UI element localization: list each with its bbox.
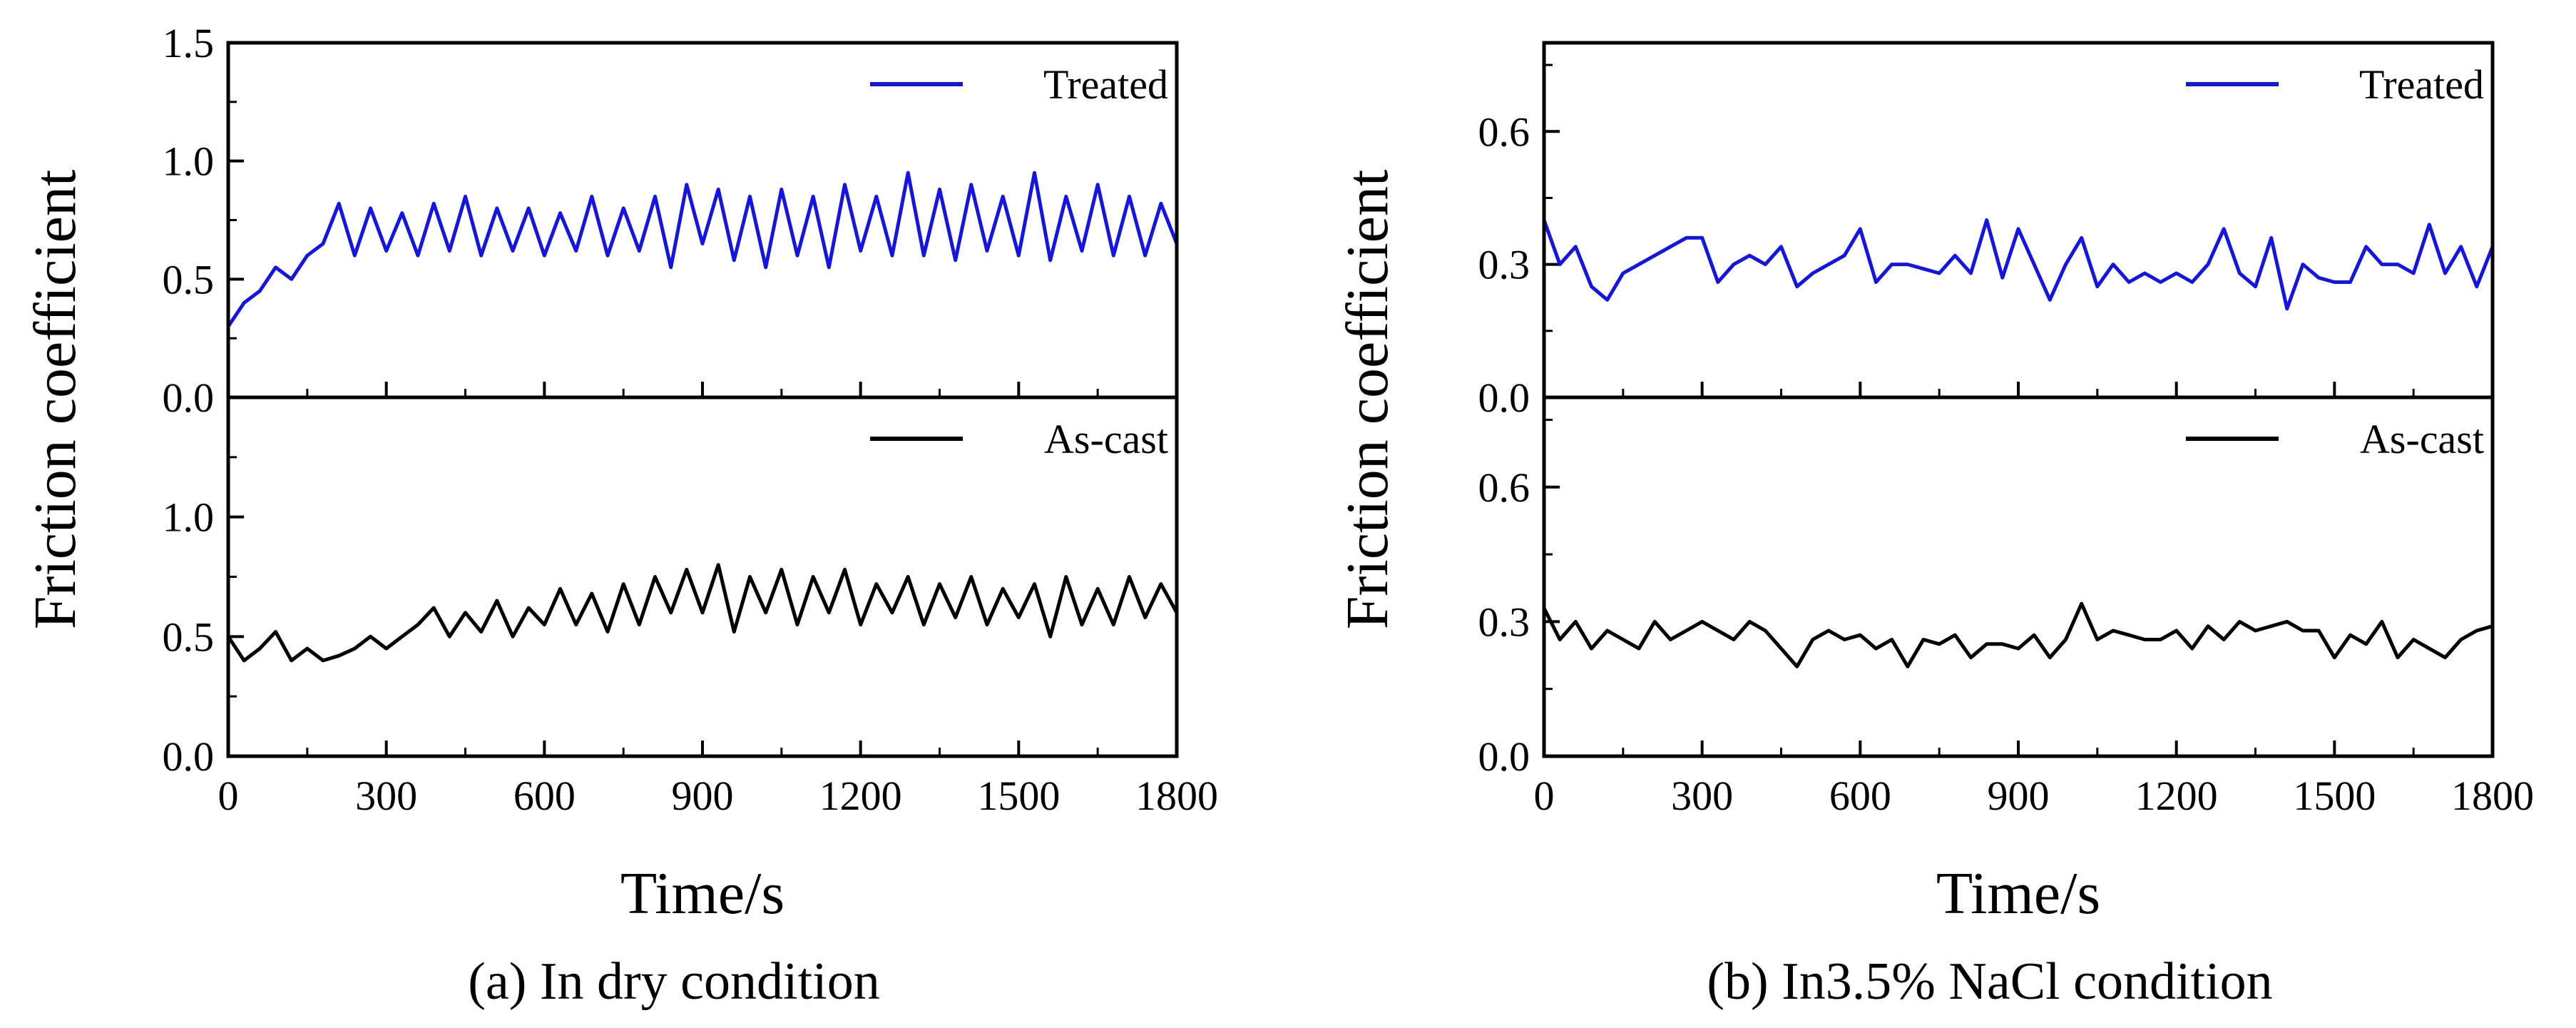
y-axis-title: Friction coefficient xyxy=(1334,170,1401,630)
series-line-treated xyxy=(226,171,1179,327)
chart-a: 0.0 0.5 1.0 1.5 Treated 0.0 0.5 1.0 As-cast 0 300 6… xyxy=(22,20,1218,1011)
x-tick-label: 1500 xyxy=(977,773,1060,819)
legend-label: Treated xyxy=(2359,61,2484,108)
x-tick-label: 600 xyxy=(513,773,576,819)
y-tick-label: 0.5 xyxy=(163,614,215,660)
x-axis-title: Time/s xyxy=(620,860,784,927)
y-tick-label: 0.6 xyxy=(1478,464,1530,511)
x-tick-label: 0 xyxy=(218,773,239,819)
x-axis-title: Time/s xyxy=(1936,860,2100,927)
x-tick-label: 900 xyxy=(672,773,734,819)
series-line-treated xyxy=(1542,218,2495,311)
plot-frame xyxy=(1542,41,2495,758)
y-tick-label: 0.3 xyxy=(1478,242,1530,288)
y-axis-title: Friction coefficient xyxy=(22,170,88,630)
x-tick-label: 900 xyxy=(1988,773,2050,819)
y-tick-label: 1.5 xyxy=(163,20,215,66)
figure-caption: (a) In dry condition xyxy=(468,952,879,1011)
legend-label: Treated xyxy=(1043,61,1168,108)
legend-label: As-cast xyxy=(1044,416,1168,462)
legend-label: As-cast xyxy=(2360,416,2484,462)
x-tick-label: 1500 xyxy=(2293,773,2376,819)
series-line-as-cast xyxy=(226,563,1179,663)
panel-bottom: 0.0 0.3 0.6 As-cast xyxy=(1478,416,2494,780)
x-tick-label: 1800 xyxy=(1135,773,1218,819)
x-tick-label: 0 xyxy=(1534,773,1555,819)
y-tick-label: 0.0 xyxy=(163,733,215,780)
y-tick-label: 0.0 xyxy=(1478,375,1530,421)
y-tick-label: 0.6 xyxy=(1478,108,1530,155)
x-tick-label: 1200 xyxy=(2135,773,2218,819)
y-tick-label: 0.0 xyxy=(1478,733,1530,780)
y-tick-label: 0.3 xyxy=(1478,599,1530,645)
figure-caption: (b) In3.5% NaCl condition xyxy=(1707,952,2272,1011)
panel-top: 0.0 0.3 0.6 Treated xyxy=(1478,61,2495,421)
panel-top: 0.0 0.5 1.0 1.5 Treated xyxy=(163,20,1179,421)
y-tick-label: 1.0 xyxy=(163,138,215,185)
x-tick-label: 1800 xyxy=(2451,773,2534,819)
y-tick-label: 0.0 xyxy=(163,375,215,421)
panel-bottom: 0.0 0.5 1.0 As-cast xyxy=(163,396,1179,780)
x-tick-label: 1200 xyxy=(819,773,902,819)
x-tick-label: 600 xyxy=(1829,773,1891,819)
y-tick-label: 1.0 xyxy=(163,494,215,541)
chart-b: 0.0 0.3 0.6 Treated 0.0 0.3 0.6 As-cast 0 300 600 9… xyxy=(1334,41,2534,1011)
series-line-as-cast xyxy=(1542,601,2493,668)
y-tick-label: 0.5 xyxy=(163,256,215,302)
x-tick-label: 300 xyxy=(1671,773,1733,819)
x-tick-label: 300 xyxy=(355,773,417,819)
plot-frame xyxy=(226,41,1179,758)
